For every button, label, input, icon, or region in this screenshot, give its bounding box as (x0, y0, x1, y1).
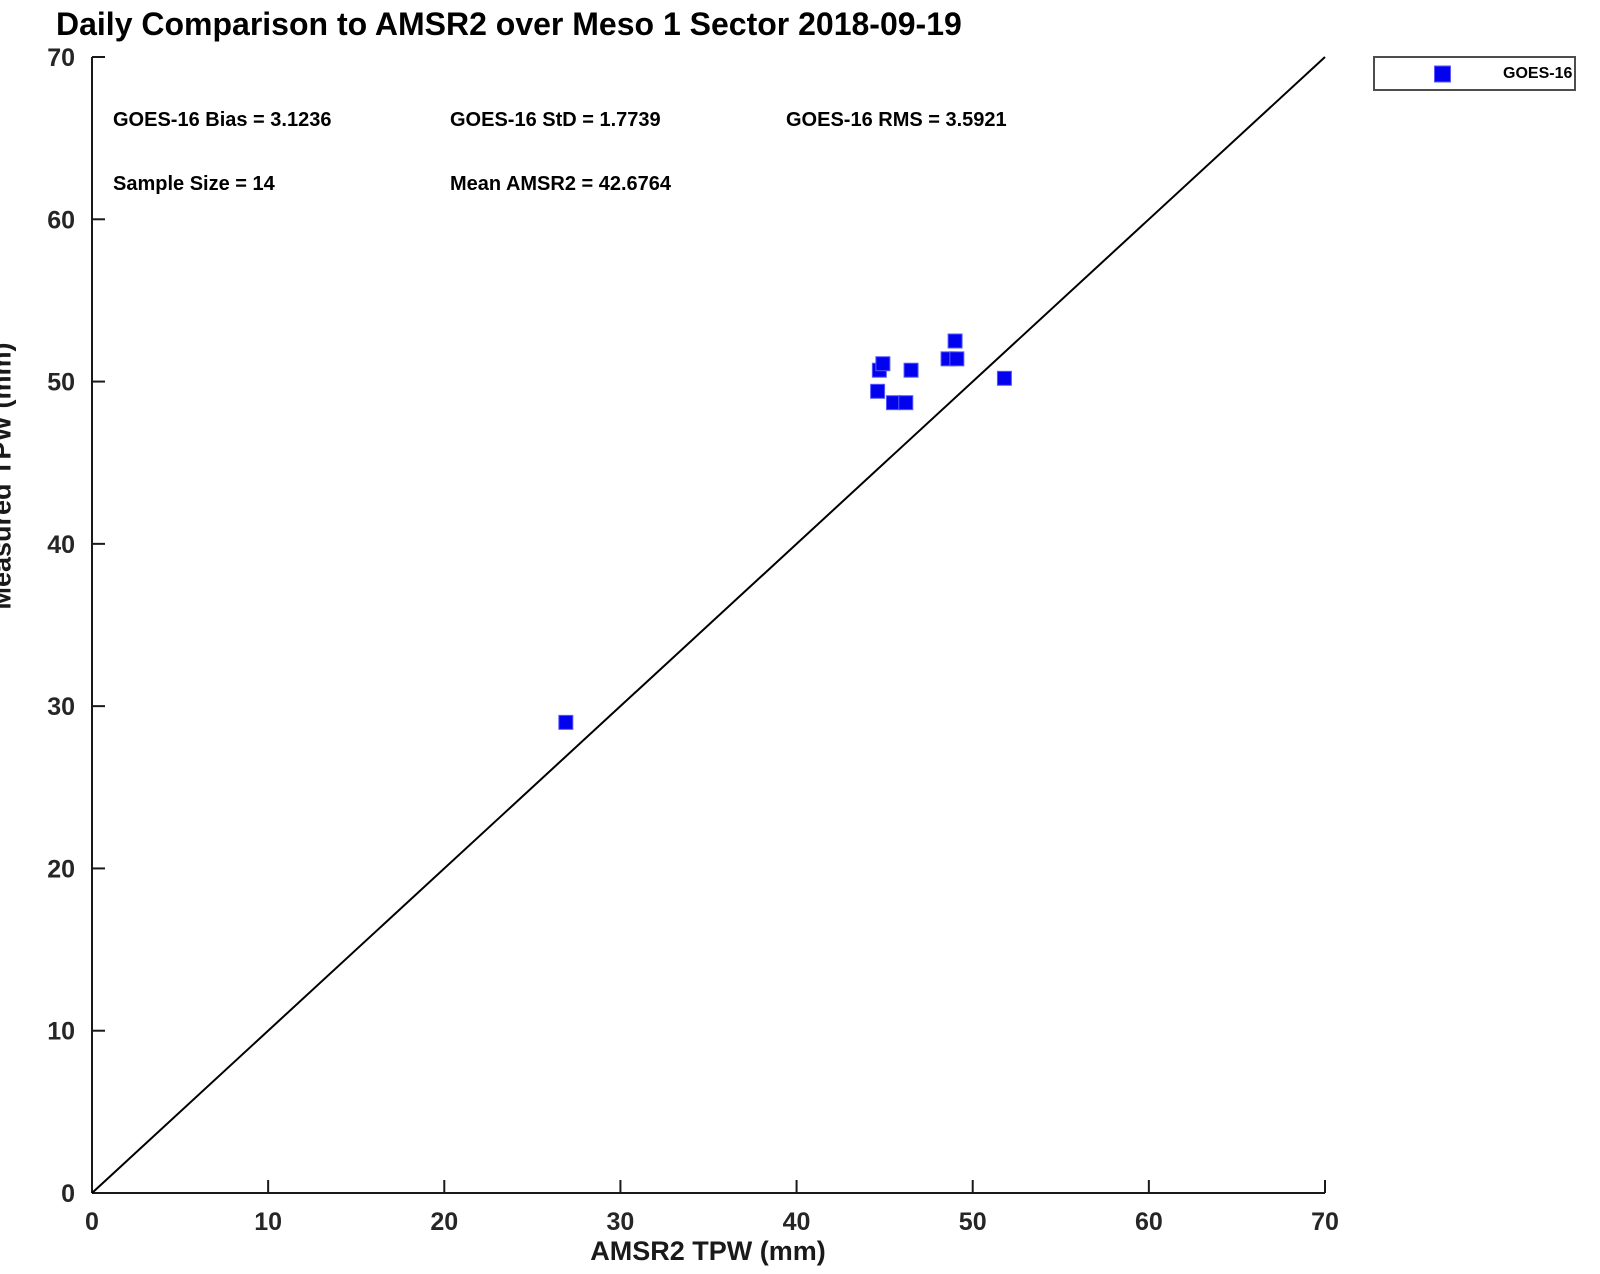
one-to-one-line (91, 56, 1326, 1194)
y-axis-label: Measured TPW (mm) (0, 342, 17, 610)
data-point-goes-16 (949, 351, 965, 367)
data-point-goes-16 (903, 362, 919, 378)
data-point-goes-16 (558, 714, 574, 730)
y-tick-label: 60 (47, 206, 75, 234)
stat-sample-size: Sample Size = 14 (113, 173, 275, 195)
x-tick-label: 70 (1311, 1208, 1339, 1236)
legend-label-goes16: GOES-16 (1503, 64, 1573, 82)
x-axis-label: AMSR2 TPW (mm) (590, 1236, 826, 1266)
x-tick-label: 0 (85, 1208, 99, 1236)
stat-bias: GOES-16 Bias = 3.1236 (113, 109, 332, 131)
data-point-goes-16 (875, 356, 891, 372)
y-tick-label: 0 (61, 1180, 75, 1208)
legend: GOES-16 (1373, 56, 1576, 91)
y-tick-label: 70 (47, 44, 75, 72)
data-point-goes-16 (870, 383, 886, 399)
stat-mean-amsr2: Mean AMSR2 = 42.6764 (450, 173, 672, 195)
y-tick-label: 30 (47, 693, 75, 721)
y-tick-label: 40 (47, 531, 75, 559)
x-tick-label: 10 (254, 1208, 282, 1236)
chart-title: Daily Comparison to AMSR2 over Meso 1 Se… (56, 6, 962, 42)
y-tick-label: 50 (47, 369, 75, 397)
x-tick-label: 50 (959, 1208, 987, 1236)
x-tick-label: 40 (783, 1208, 811, 1236)
stat-rms: GOES-16 RMS = 3.5921 (786, 109, 1007, 131)
legend-marker-goes16-icon (1434, 65, 1451, 82)
x-tick-label: 60 (1135, 1208, 1163, 1236)
y-tick-label: 10 (47, 1018, 75, 1046)
data-point-goes-16 (898, 395, 914, 411)
x-tick-label: 20 (430, 1208, 458, 1236)
data-point-goes-16 (996, 370, 1012, 386)
x-tick-label: 30 (607, 1208, 635, 1236)
y-tick-label: 20 (47, 855, 75, 883)
data-point-goes-16 (947, 333, 963, 349)
stat-std: GOES-16 StD = 1.7739 (450, 109, 661, 131)
